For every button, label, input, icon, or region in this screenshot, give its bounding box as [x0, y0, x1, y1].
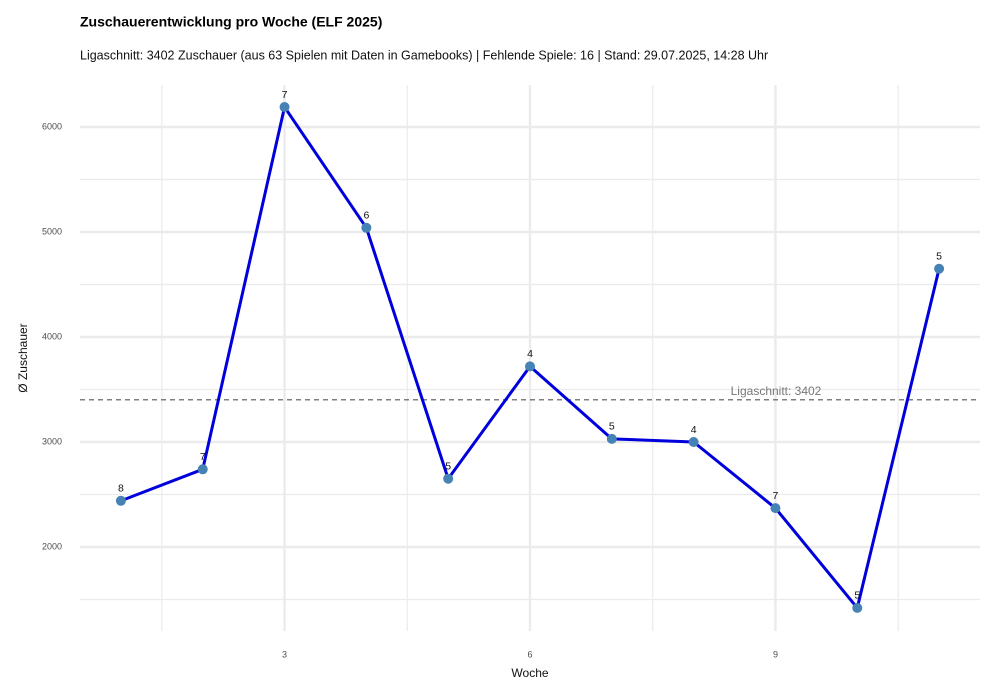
y-tick-label: 4000 [42, 331, 62, 341]
y-axis-label: Ø Zuschauer [16, 323, 30, 392]
x-tick-label: 9 [773, 649, 778, 659]
data-point [688, 437, 699, 447]
game-count-label: 6 [363, 210, 369, 222]
data-point [770, 503, 781, 514]
game-count-label: 5 [854, 590, 860, 602]
data-point [852, 602, 863, 613]
y-tick-label: 6000 [42, 121, 62, 131]
reference-label: Ligaschnitt: 3402 [731, 384, 822, 398]
game-count-label: 5 [445, 461, 451, 473]
data-point [361, 222, 372, 233]
y-tick-label: 3000 [42, 436, 62, 446]
data-point [115, 495, 126, 506]
x-tick-label: 3 [282, 649, 287, 659]
game-count-label: 7 [200, 451, 206, 463]
chart-title: Zuschauerentwicklung pro Woche (ELF 2025… [80, 14, 382, 30]
game-count-label: 7 [282, 89, 288, 101]
data-point [279, 102, 290, 113]
data-point [443, 473, 454, 484]
game-count-label: 5 [609, 421, 615, 433]
game-count-label: 8 [118, 483, 124, 495]
data-point [525, 361, 535, 372]
x-axis-label: Woche [511, 666, 548, 680]
y-tick-label: 2000 [42, 541, 62, 551]
game-count-label: 7 [773, 490, 779, 502]
y-tick-label: 5000 [42, 226, 62, 236]
data-point [197, 464, 208, 475]
data-point [606, 433, 617, 444]
game-count-label: 4 [691, 424, 697, 436]
x-tick-label: 6 [527, 649, 532, 659]
data-point [934, 263, 945, 274]
game-count-label: 4 [527, 348, 533, 360]
chart-subtitle: Ligaschnitt: 3402 Zuschauer (aus 63 Spie… [80, 48, 768, 62]
game-count-label: 5 [936, 251, 942, 263]
